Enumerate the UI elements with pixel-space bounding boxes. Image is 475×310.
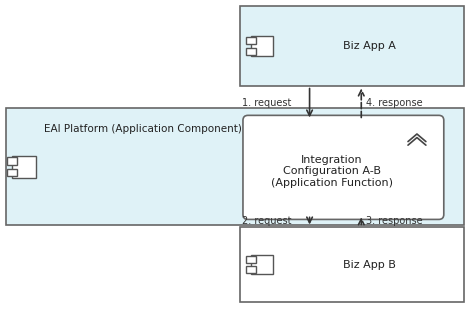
Bar (246, 37, 256, 44)
Bar (6, 108, 464, 225)
Text: Integration
Configuration A-B
(Application Function): Integration Configuration A-B (Applicati… (271, 155, 393, 188)
Text: Biz App B: Biz App B (343, 259, 396, 269)
Text: 4. response: 4. response (366, 98, 423, 108)
Text: Biz App A: Biz App A (343, 41, 396, 51)
Bar (7, 157, 18, 165)
Text: 2. request: 2. request (242, 216, 292, 226)
Bar (246, 266, 256, 273)
Bar (251, 36, 273, 56)
Text: EAI Platform (Application Component): EAI Platform (Application Component) (44, 124, 242, 134)
Bar (246, 256, 256, 263)
Text: 1. request: 1. request (242, 98, 292, 108)
Bar (246, 48, 256, 55)
Bar (12, 156, 36, 178)
Bar (251, 255, 273, 274)
FancyBboxPatch shape (243, 115, 444, 219)
Bar (240, 227, 464, 302)
Bar (240, 6, 464, 86)
Bar (7, 169, 18, 176)
Text: 3. response: 3. response (366, 216, 423, 226)
